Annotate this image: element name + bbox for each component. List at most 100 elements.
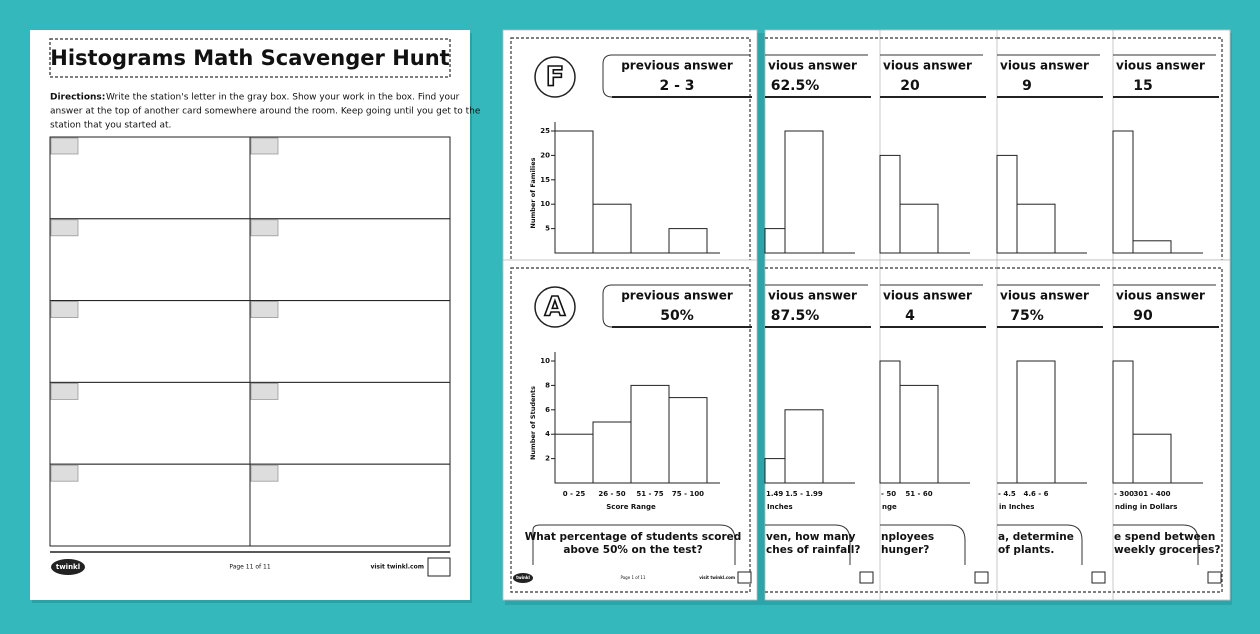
previous-answer: 15 [1133, 78, 1152, 94]
question: ven, how many [766, 531, 856, 543]
x-axis-title: nding in Dollars [1115, 503, 1177, 511]
x-tick-label: 1.5 - 1.99 [785, 490, 823, 498]
previous-answer: 90 [1133, 308, 1153, 324]
letter-box [50, 464, 79, 482]
bar [554, 130, 594, 254]
letter-box [50, 301, 79, 319]
question-box [880, 524, 966, 565]
letter-box [250, 219, 279, 237]
bar [879, 360, 901, 484]
bar [1112, 130, 1134, 254]
bar [784, 130, 824, 254]
answer-box [602, 284, 750, 328]
previous-label: vious answer [883, 289, 972, 303]
title-frame [49, 38, 451, 78]
cards: vious answer 62.5% vious answer 20 vious ans… [502, 29, 1231, 601]
letter-box [250, 137, 279, 155]
footer-badge [859, 571, 874, 584]
letter-box [250, 301, 279, 319]
y-tick-label: 8 [545, 381, 550, 389]
previous-answer: 9 [1022, 78, 1032, 94]
y-axis-title: Number of Students [529, 386, 537, 460]
x-axis-title: Score Range [606, 503, 656, 511]
work-box [249, 381, 451, 465]
y-tick-label: 6 [545, 406, 550, 414]
previous-answer: 87.5% [771, 308, 820, 324]
bar [899, 384, 939, 484]
bar [592, 203, 632, 254]
y-tick-label: 5 [545, 225, 550, 233]
bar [1016, 203, 1056, 254]
previous-label: vious answer [883, 59, 972, 73]
question: nployees [881, 531, 934, 543]
bar [764, 458, 786, 484]
question-box [1113, 524, 1199, 565]
bar [764, 228, 786, 254]
x-tick-label: 51 - 60 [905, 490, 932, 498]
x-tick-label: - 300 [1114, 490, 1134, 498]
x-tick-label: 301 - 400 [1133, 490, 1170, 498]
letter-circle [534, 286, 576, 328]
work-box [49, 218, 251, 302]
footer-badge [1207, 571, 1222, 584]
bar [996, 154, 1018, 254]
letter-box [250, 464, 279, 482]
question: ches of rainfall? [766, 544, 860, 556]
logo [51, 559, 85, 575]
previous-answer: 4 [905, 308, 915, 324]
x-tick-label: 51 - 75 [636, 490, 663, 498]
previous-label: previous answer [621, 289, 733, 303]
previous-answer: 50% [660, 308, 694, 324]
x-tick-label: - 4.5 [998, 490, 1016, 498]
question: e spend between [1114, 531, 1215, 543]
question-box [765, 524, 851, 565]
previous-answer: 75% [1010, 308, 1044, 324]
x-tick-label: 1.49 [766, 490, 783, 498]
page-number: Page 11 of 11 [229, 564, 270, 571]
y-tick-label: 4 [545, 430, 550, 438]
previous-label: previous answer [621, 59, 733, 73]
bar [784, 409, 824, 484]
worksheet-title: Histograms Math Scavenger Hunt [50, 46, 449, 70]
bar [879, 154, 901, 254]
y-tick-label: 25 [540, 127, 550, 135]
previous-label: vious answer [768, 289, 857, 303]
previous-answer: 62.5% [771, 78, 820, 94]
station-letter: F [546, 62, 564, 93]
bar [1132, 240, 1172, 254]
letter-circle [534, 56, 576, 98]
bar [592, 421, 632, 484]
question: hunger? [881, 544, 929, 556]
site: visit twinkl.com [370, 564, 424, 571]
previous-label: vious answer [768, 59, 857, 73]
logo [513, 573, 533, 583]
answer-box [602, 54, 750, 98]
y-axis-title: Number of Families [529, 157, 537, 228]
work-boxes [49, 136, 451, 547]
footer-badge [737, 571, 752, 584]
badge [427, 557, 451, 577]
y-tick-label: 2 [545, 455, 550, 463]
footer-badge [974, 571, 989, 584]
bar [899, 203, 939, 254]
work-box [49, 463, 251, 547]
question: above 50% on the test? [563, 544, 702, 556]
x-axis-title: nge [882, 503, 897, 511]
y-tick-label: 10 [540, 357, 550, 365]
work-box [49, 300, 251, 383]
site: visit twinkl.com [699, 575, 735, 580]
previous-label: vious answer [1000, 289, 1089, 303]
bar [554, 433, 594, 484]
work-box [249, 463, 451, 547]
logo-text: twinkl [516, 575, 530, 580]
bar [1132, 433, 1172, 484]
station-letter: A [545, 292, 566, 323]
previous-label: vious answer [1116, 59, 1205, 73]
previous-answer: 2 - 3 [659, 78, 694, 94]
previous-label: vious answer [1116, 289, 1205, 303]
directions-line: answer at the top of another card somewh… [50, 107, 481, 117]
bar [1112, 360, 1134, 484]
card-border [1113, 267, 1223, 593]
x-tick-label: 75 - 100 [672, 490, 704, 498]
work-box [49, 381, 251, 465]
